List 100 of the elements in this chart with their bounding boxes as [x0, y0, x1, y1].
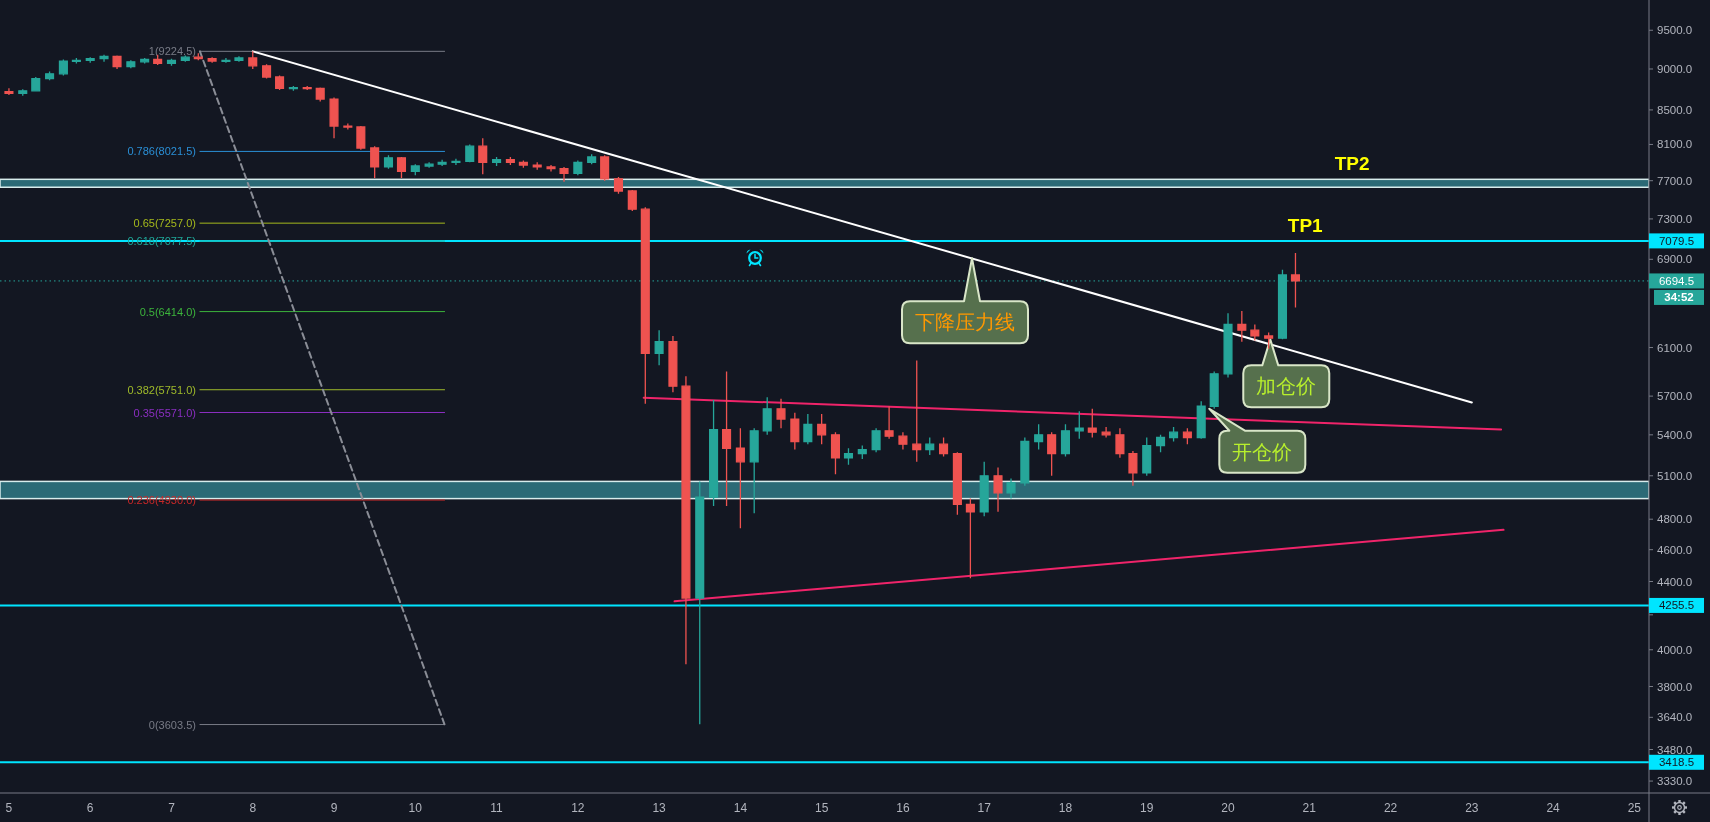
candlestick: [1060, 423, 1071, 458]
candlestick: [681, 375, 691, 665]
candlestick: [532, 161, 542, 171]
candlestick: [1020, 436, 1030, 487]
candlestick: [465, 143, 475, 163]
ref-line-label: 4255.5: [1658, 599, 1695, 612]
y-tick-label: 4400.0: [1657, 575, 1693, 588]
y-tick-label: 3480.0: [1657, 743, 1693, 756]
candlestick: [99, 54, 109, 63]
candlestick: [140, 57, 150, 65]
candlestick: [478, 137, 488, 175]
annotation: TP1: [1287, 214, 1324, 236]
candlestick: [248, 50, 258, 70]
candlestick: [207, 56, 217, 64]
candlestick: [410, 163, 420, 176]
candlestick: [518, 159, 528, 169]
y-tick-label: 5100.0: [1657, 469, 1693, 482]
x-tick-label: 5: [5, 801, 13, 815]
x-tick-label: 7: [168, 801, 176, 815]
candlestick: [45, 70, 55, 81]
y-tick-label: 4800.0: [1657, 513, 1693, 526]
annotation: 加仓价: [1256, 375, 1317, 398]
candlestick: [587, 153, 597, 165]
series-label: 1(9224.5): [148, 45, 196, 58]
candlestick: [1006, 477, 1016, 500]
candlestick: [843, 447, 854, 466]
candlestick: [1101, 426, 1111, 439]
y-tick-label: 7300.0: [1657, 212, 1693, 225]
candlestick: [112, 54, 122, 70]
candlestick: [437, 158, 447, 167]
candlestick: [965, 497, 975, 579]
y-tick-label: 3640.0: [1657, 711, 1693, 724]
series-label: 0(3603.5): [148, 718, 196, 731]
x-tick-label: 8: [249, 801, 257, 815]
candlestick: [776, 397, 786, 429]
candlestick: [492, 156, 502, 167]
y-tick-label: 8500.0: [1657, 103, 1693, 116]
candlestick: [329, 96, 339, 139]
annotation: 下降压力线: [915, 311, 1016, 334]
candlestick: [370, 145, 380, 179]
candlestick: [1115, 427, 1125, 459]
x-tick-label: 13: [652, 801, 667, 815]
candlestick: [817, 413, 827, 445]
x-tick-label: 19: [1140, 801, 1154, 815]
candlestick: [627, 189, 637, 212]
ref-line-label: 7079.5: [1658, 234, 1695, 247]
candlestick: [166, 58, 177, 67]
candlestick: [383, 154, 394, 170]
x-tick-label: 20: [1221, 801, 1236, 815]
y-tick-label: 9000.0: [1657, 62, 1693, 75]
x-tick-label: 25: [1627, 801, 1642, 815]
candlestick: [573, 159, 583, 176]
candlestick: [1047, 431, 1057, 477]
candlestick: [315, 86, 325, 103]
y-tick-label: 4600.0: [1657, 543, 1693, 556]
candlestick: [1074, 410, 1084, 440]
x-tick-label: 18: [1058, 801, 1073, 815]
band-label: TP2: [1334, 153, 1370, 175]
candlestick: [58, 58, 68, 77]
candlestick: [343, 122, 353, 131]
candlestick: [546, 164, 556, 173]
series-label: 0.65(7257.0): [133, 217, 196, 230]
candlestick: [451, 158, 461, 166]
x-tick-label: 14: [733, 801, 748, 815]
candlestick: [302, 85, 312, 91]
candlestick: [898, 431, 908, 451]
candlestick: [857, 444, 867, 460]
candlestick: [126, 59, 136, 69]
candlestick: [830, 431, 841, 476]
y-tick-label: 6100.0: [1657, 341, 1693, 354]
x-tick-label: 22: [1383, 801, 1398, 815]
annotation: 开仓价: [1232, 440, 1293, 463]
candlestick: [1142, 436, 1152, 477]
candlestick: [790, 411, 800, 451]
candlestick: [71, 57, 81, 65]
candlestick: [993, 466, 1003, 513]
x-tick-label: 9: [330, 801, 338, 815]
x-tick-label: 24: [1546, 801, 1561, 815]
candlestick: [749, 427, 759, 514]
candlestick: [979, 461, 989, 517]
ref-line-label: 6694.5: [1658, 274, 1695, 287]
y-tick-label: 7700.0: [1657, 174, 1693, 187]
candlestick: [18, 88, 28, 97]
candlestick: [275, 74, 285, 91]
candlestick: [1156, 434, 1166, 453]
y-tick-label: 5700.0: [1657, 390, 1693, 403]
candlestick: [1223, 312, 1233, 379]
candlestick: [4, 87, 14, 96]
candlestick: [695, 480, 705, 725]
x-tick-label: 16: [896, 801, 910, 815]
candlestick: [762, 396, 772, 436]
candlestick: [31, 76, 41, 93]
candlestick: [912, 359, 922, 463]
candlestick: [600, 154, 610, 182]
series-label: 0.35(5571.0): [133, 406, 196, 419]
candlestick: [424, 161, 434, 169]
candlestick: [722, 370, 732, 507]
candlestick: [1196, 400, 1206, 440]
candlestick: [668, 335, 678, 394]
candlestick: [654, 329, 664, 367]
